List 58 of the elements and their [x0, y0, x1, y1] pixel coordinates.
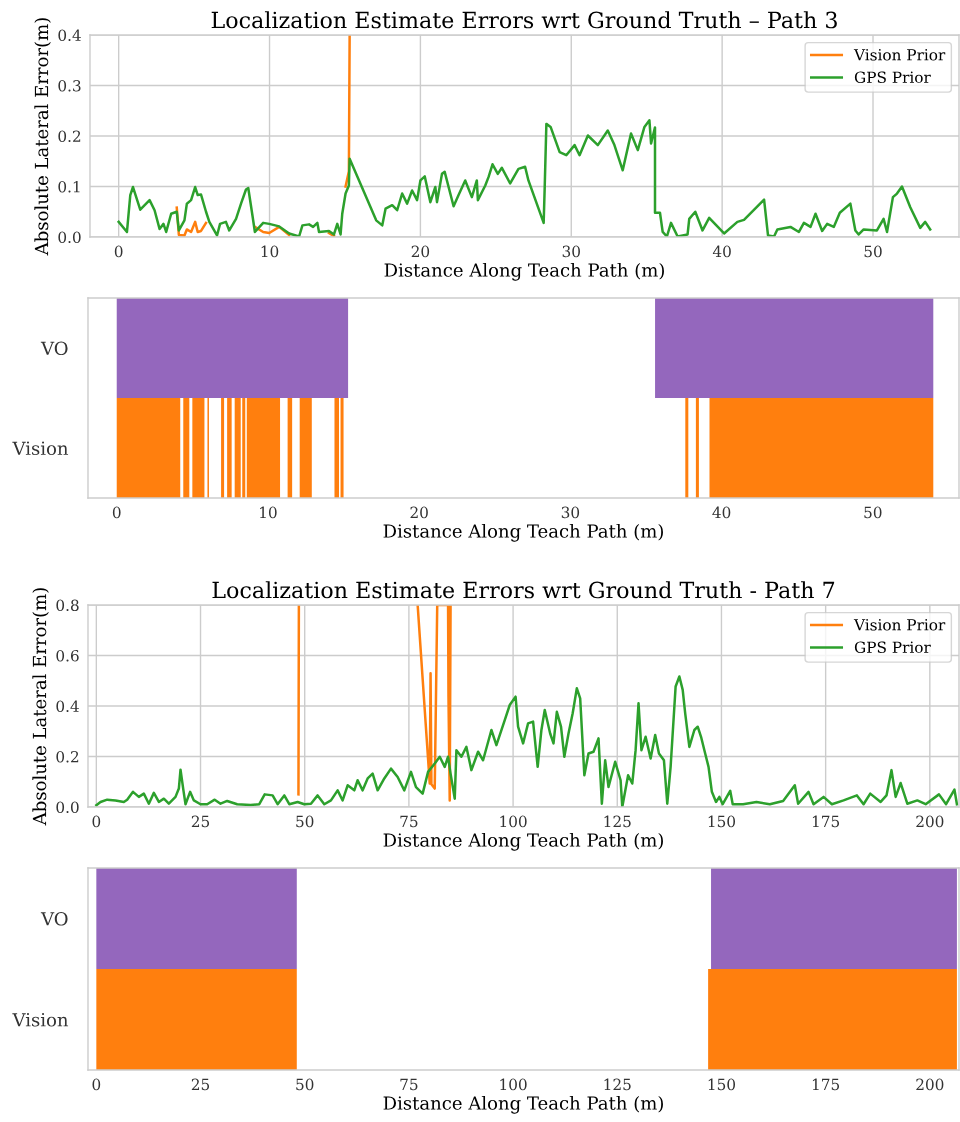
y-tick-label: 0.0 [58, 231, 81, 244]
x-tick-label: 40 [712, 506, 731, 519]
x-tick-label: 150 [708, 1078, 736, 1091]
x-tick-label: 0 [92, 815, 101, 828]
y-tick-label: 0.1 [58, 180, 80, 193]
x-tick-label: 25 [191, 815, 210, 828]
x-tick-label: 50 [296, 1078, 314, 1091]
x-axis-title: Distance Along Teach Path (m) [383, 832, 663, 851]
x-tick-label: 75 [400, 815, 418, 828]
y-tick-label: 0.4 [58, 29, 81, 42]
x-tick-label: 100 [500, 1078, 527, 1091]
x-tick-label: 20 [411, 245, 430, 258]
x-tick-label: 10 [261, 245, 279, 258]
y-tick-label: VO [40, 341, 68, 356]
x-tick-label: 0 [114, 245, 123, 258]
x-tick-label: 200 [916, 1078, 944, 1091]
y-axis-title: Absolute Lateral Error(m) [34, 18, 51, 256]
x-tick-label: 30 [561, 506, 580, 519]
x-tick-label: 50 [296, 815, 314, 828]
y-tick-label: VO [40, 911, 68, 926]
chart-title: Localization Estimate Errors wrt Ground Truth - Path 7 [212, 581, 835, 599]
legend-label: GPS Prior [854, 641, 931, 653]
y-tick-label: 0.3 [58, 79, 81, 92]
y-tick-label: 0.6 [56, 649, 79, 662]
x-tick-label: 150 [708, 815, 736, 828]
legend-label: Vision Prior [853, 619, 946, 631]
x-axis-title: Distance Along Teach Path (m) [383, 1095, 663, 1114]
x-tick-label: 100 [500, 815, 527, 828]
y-tick-label: 0.2 [58, 130, 81, 143]
x-tick-label: 50 [864, 245, 882, 258]
y-tick-label: 0.4 [56, 700, 79, 713]
x-tick-label: 125 [604, 815, 631, 828]
y-tick-label: 0.8 [56, 599, 79, 612]
x-tick-label: 30 [562, 245, 580, 258]
x-tick-label: 10 [260, 506, 277, 519]
x-tick-label: 125 [604, 1078, 631, 1091]
x-axis-title: Distance Along Teach Path (m) [384, 262, 664, 281]
x-tick-label: 200 [916, 815, 944, 828]
x-tick-label: 50 [864, 506, 882, 519]
y-axis-title: Absolute Lateral Error(m) [32, 588, 49, 826]
x-tick-label: 40 [712, 245, 731, 258]
x-tick-label: 0 [112, 506, 121, 519]
x-axis-title: Distance Along Teach Path (m) [383, 523, 663, 542]
x-tick-label: 75 [400, 1078, 418, 1091]
x-tick-label: 175 [812, 1078, 840, 1091]
line-series [117, 119, 932, 237]
legend-label: Vision Prior [853, 49, 946, 61]
y-tick-label: 0.2 [56, 750, 79, 763]
x-tick-label: 20 [410, 506, 428, 519]
y-tick-label: 0.0 [56, 801, 79, 814]
line-series [95, 675, 959, 807]
x-tick-label: 25 [191, 1078, 210, 1091]
y-tick-label: Vision [12, 1013, 69, 1027]
chart-title: Localization Estimate Errors wrt Ground Truth – Path 3 [211, 11, 837, 29]
y-tick-label: Vision [12, 441, 69, 456]
x-tick-label: 0 [92, 1078, 101, 1091]
legend-label: GPS Prior [854, 71, 931, 83]
x-tick-label: 175 [812, 815, 840, 828]
